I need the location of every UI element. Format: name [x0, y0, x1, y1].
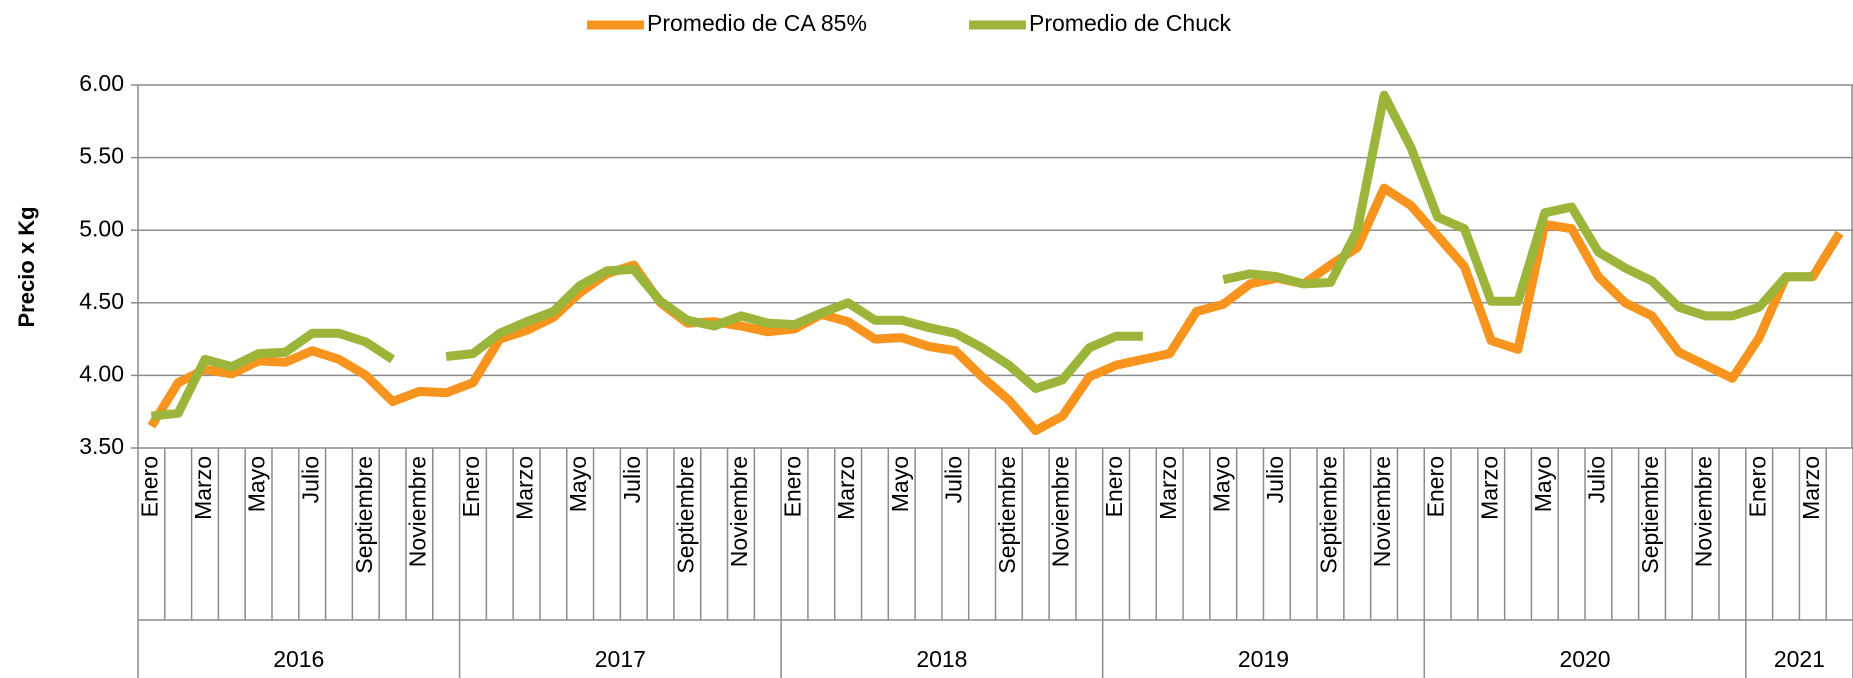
y-tick-label: 6.00	[79, 70, 124, 96]
x-tick-label: Mayo	[1530, 456, 1556, 512]
x-tick-label: Marzo	[1798, 456, 1824, 520]
x-tick-label: Noviembre	[1691, 456, 1717, 567]
series-line	[150, 90, 1813, 421]
year-label: 2020	[1559, 646, 1610, 672]
year-label: 2021	[1774, 646, 1825, 672]
x-tick-label: Julio	[940, 456, 966, 503]
x-tick-label: Julio	[1584, 456, 1610, 503]
x-tick-label: Septiembre	[994, 456, 1020, 574]
year-label: 2019	[1238, 646, 1289, 672]
x-tick-label: Julio	[619, 456, 645, 503]
x-tick-label: Mayo	[887, 456, 913, 512]
x-tick-label: Marzo	[833, 456, 859, 520]
year-label: 2016	[273, 646, 324, 672]
x-tick-label: Septiembre	[351, 456, 377, 574]
x-tick-label: Enero	[1744, 456, 1770, 517]
x-tick-label: Enero	[458, 456, 484, 517]
x-tick-label: Septiembre	[1637, 456, 1663, 574]
x-tick-label: Enero	[1423, 456, 1449, 517]
x-tick-label: Noviembre	[1369, 456, 1395, 567]
y-tick-label: 5.50	[79, 143, 124, 169]
y-tick-label: 3.50	[79, 433, 124, 459]
y-axis-label: Precio x Kg	[14, 206, 39, 327]
legend-label: Promedio de CA 85%	[647, 10, 867, 36]
x-tick-label: Marzo	[190, 456, 216, 520]
x-tick-label: Julio	[1262, 456, 1288, 503]
x-tick-label: Noviembre	[404, 456, 430, 567]
x-tick-label: Marzo	[512, 456, 538, 520]
x-tick-label: Marzo	[1155, 456, 1181, 520]
x-tick-label: Mayo	[565, 456, 591, 512]
x-tick-label: Septiembre	[672, 456, 698, 574]
x-tick-label: Noviembre	[726, 456, 752, 567]
series-line	[147, 183, 1844, 436]
y-tick-label: 4.50	[79, 288, 124, 314]
x-tick-label: Marzo	[1476, 456, 1502, 520]
y-tick-label: 4.00	[79, 360, 124, 386]
x-tick-label: Septiembre	[1316, 456, 1342, 574]
year-label: 2018	[916, 646, 967, 672]
legend-label: Promedio de Chuck	[1029, 10, 1231, 36]
x-tick-label: Enero	[136, 456, 162, 517]
x-tick-label: Julio	[297, 456, 323, 503]
x-tick-label: Mayo	[1208, 456, 1234, 512]
x-tick-label: Enero	[1101, 456, 1127, 517]
year-label: 2017	[595, 646, 646, 672]
y-tick-label: 5.00	[79, 215, 124, 241]
x-tick-label: Noviembre	[1048, 456, 1074, 567]
x-tick-label: Enero	[780, 456, 806, 517]
x-tick-label: Mayo	[244, 456, 270, 512]
